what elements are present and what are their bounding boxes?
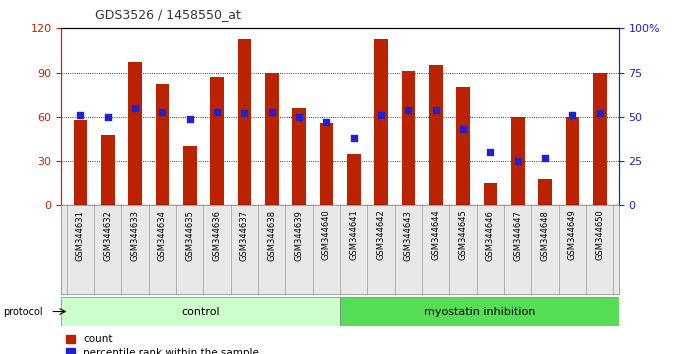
Bar xyxy=(156,84,169,205)
Point xyxy=(184,116,195,121)
Point xyxy=(267,109,277,114)
Bar xyxy=(566,117,579,205)
Point xyxy=(102,114,113,120)
Point xyxy=(239,110,250,116)
Bar xyxy=(101,135,114,205)
Text: GSM344633: GSM344633 xyxy=(131,210,139,261)
Text: GSM344634: GSM344634 xyxy=(158,210,167,261)
Text: GSM344645: GSM344645 xyxy=(458,210,468,261)
Text: GSM344649: GSM344649 xyxy=(568,210,577,261)
Text: GSM344650: GSM344650 xyxy=(595,210,604,261)
Bar xyxy=(237,39,251,205)
Bar xyxy=(593,73,607,205)
Bar xyxy=(340,297,619,326)
Text: GSM344641: GSM344641 xyxy=(349,210,358,261)
Text: GDS3526 / 1458550_at: GDS3526 / 1458550_at xyxy=(95,8,241,22)
Point xyxy=(321,119,332,125)
Point xyxy=(348,135,359,141)
Bar xyxy=(210,77,224,205)
Point xyxy=(75,112,86,118)
Text: GSM344639: GSM344639 xyxy=(294,210,303,261)
Point xyxy=(458,126,469,132)
Text: GSM344640: GSM344640 xyxy=(322,210,331,261)
Text: GSM344637: GSM344637 xyxy=(240,210,249,261)
Bar xyxy=(128,62,142,205)
Text: GSM344631: GSM344631 xyxy=(76,210,85,261)
Point xyxy=(512,158,523,164)
Point xyxy=(403,107,413,113)
Text: GSM344647: GSM344647 xyxy=(513,210,522,261)
Text: GSM344644: GSM344644 xyxy=(431,210,440,261)
Bar xyxy=(401,71,415,205)
Bar xyxy=(374,39,388,205)
Bar xyxy=(429,65,443,205)
Text: GSM344648: GSM344648 xyxy=(541,210,549,261)
Point xyxy=(594,110,605,116)
Text: GSM344635: GSM344635 xyxy=(185,210,194,261)
Bar xyxy=(320,123,333,205)
Point xyxy=(567,112,578,118)
Text: control: control xyxy=(182,307,220,316)
Bar xyxy=(292,108,306,205)
Bar xyxy=(511,117,524,205)
Bar xyxy=(183,146,197,205)
Text: GSM344643: GSM344643 xyxy=(404,210,413,261)
Text: GSM344636: GSM344636 xyxy=(212,210,222,261)
Bar xyxy=(73,120,87,205)
Point xyxy=(539,155,550,160)
Text: GSM344632: GSM344632 xyxy=(103,210,112,261)
Bar xyxy=(347,154,360,205)
Text: protocol: protocol xyxy=(3,307,43,316)
Bar xyxy=(483,183,497,205)
Point xyxy=(130,105,141,111)
Point xyxy=(430,107,441,113)
Text: GSM344638: GSM344638 xyxy=(267,210,276,261)
Text: myostatin inhibition: myostatin inhibition xyxy=(424,307,535,316)
Legend: count, percentile rank within the sample: count, percentile rank within the sample xyxy=(67,335,259,354)
Point xyxy=(157,109,168,114)
Bar xyxy=(61,297,340,326)
Bar xyxy=(265,73,279,205)
Point xyxy=(294,114,305,120)
Bar xyxy=(456,87,470,205)
Point xyxy=(211,109,222,114)
Point xyxy=(485,149,496,155)
Text: GSM344646: GSM344646 xyxy=(486,210,495,261)
Point xyxy=(375,112,386,118)
Text: GSM344642: GSM344642 xyxy=(377,210,386,261)
Bar xyxy=(538,179,552,205)
